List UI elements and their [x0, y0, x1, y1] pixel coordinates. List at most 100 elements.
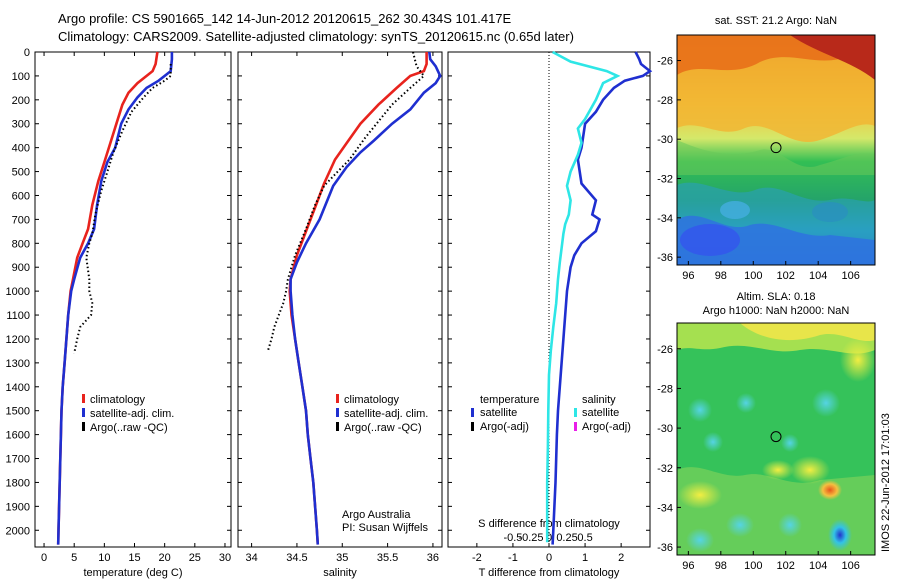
y-tick-label: 700 [12, 214, 30, 226]
map-y-tick-label: -26 [657, 344, 673, 356]
map-x-tick-label: 102 [777, 270, 795, 282]
map-y-tick-label: -36 [657, 252, 673, 264]
y-tick-label: 200 [12, 95, 30, 107]
panel-frame [237, 51, 443, 548]
profile-panels: 0100200300400500600700800900100011001200… [6, 47, 653, 579]
top-x-tick-label: 0.25 [556, 532, 577, 544]
legend-swatch [574, 408, 577, 417]
map-x-tick-label: 96 [682, 270, 694, 282]
y-tick-label: 1300 [6, 358, 30, 370]
legend-entry: Argo(-adj) [582, 421, 631, 433]
map-x-tick-label: 104 [809, 560, 827, 572]
legend-entry: Argo(..raw -QC) [90, 422, 168, 434]
map-axes: 96 98 100 102 104 106 -26 -28 -30 -32 -34 -36 96 98 10… [657, 56, 860, 572]
legend-entry: satellite-adj. clim. [344, 408, 428, 420]
sla-map-frame [676, 322, 876, 556]
header-line1: Argo profile: CS 5901665_142 14-Jun-2012… [58, 11, 512, 26]
x-tick-label: 35 [336, 552, 348, 564]
y-tick-label: 1500 [6, 406, 30, 418]
map-y-tick-label: -30 [657, 134, 673, 146]
x-axis-label: salinity [323, 567, 357, 579]
y-tick-label: 400 [12, 143, 30, 155]
map-x-tick-label: 98 [715, 270, 727, 282]
y-tick-label: 1600 [6, 430, 30, 442]
map-x-tick-label: 98 [715, 560, 727, 572]
map-x-tick-label: 106 [841, 270, 859, 282]
x-tick-label: 15 [128, 552, 140, 564]
legend-entry: satellite [582, 407, 619, 419]
map-x-tick-label: 96 [682, 560, 694, 572]
map-x-tick-label: 100 [744, 560, 762, 572]
map-y-tick-label: -30 [657, 423, 673, 435]
x-axis-label: T difference from climatology [479, 567, 620, 579]
x-tick-label: 30 [219, 552, 231, 564]
legend-swatch [336, 394, 339, 403]
legend-entry: Argo(-adj) [480, 421, 529, 433]
y-tick-label: 300 [12, 119, 30, 131]
top-axis-label: S difference from climatology [478, 518, 620, 530]
x-tick-label: 25 [189, 552, 201, 564]
profile-panel-1: 0100200300400500600700800900100011001200… [6, 47, 232, 579]
series-satellite-adj-clim- [56, 52, 174, 545]
map-y-tick-label: -32 [657, 174, 673, 186]
panel-annotation: Argo Australia [342, 509, 411, 521]
y-tick-label: 500 [12, 167, 30, 179]
legend-heading: temperature [480, 394, 539, 406]
map-y-tick-label: -34 [657, 502, 673, 514]
y-tick-label: 900 [12, 262, 30, 274]
panel-frame [447, 51, 651, 548]
header-line2: Climatology: CARS2009. Satellite-adjuste… [58, 29, 574, 44]
y-tick-label: 1700 [6, 454, 30, 466]
map-y-tick-label: -28 [657, 383, 673, 395]
x-tick-label: 2 [618, 552, 624, 564]
x-tick-label: 10 [98, 552, 110, 564]
series-argo-raw-qc- [266, 51, 426, 352]
top-x-tick-label: -0.5 [503, 532, 522, 544]
x-tick-label: 36 [427, 552, 439, 564]
legend-swatch [471, 408, 474, 417]
map-x-tick-label: 104 [809, 270, 827, 282]
sla-map-title-line2: Argo h1000: NaN h2000: NaN [702, 305, 850, 317]
x-tick-label: -1 [508, 552, 518, 564]
legend-swatch [82, 394, 85, 403]
y-tick-label: 1100 [6, 310, 30, 322]
argo-position-marker [770, 142, 782, 154]
y-tick-label: 800 [12, 238, 30, 250]
y-tick-label: 1800 [6, 477, 30, 489]
legend-entry: climatology [344, 394, 400, 406]
panel-annotation: PI: Susan Wijffels [342, 522, 428, 534]
map-y-tick-label: -26 [657, 56, 673, 68]
legend-swatch [471, 422, 474, 431]
argo-position-marker [770, 431, 782, 443]
sst-map-frame [676, 34, 876, 266]
x-tick-label: 1 [582, 552, 588, 564]
top-x-tick-label: -0.25 [518, 532, 543, 544]
imos-timestamp: IMOS 22-Jun-2012 17:01:03 [880, 413, 892, 552]
x-tick-label: 20 [159, 552, 171, 564]
map-y-tick-label: -34 [657, 213, 673, 225]
legend-entry: satellite-adj. clim. [90, 408, 174, 420]
x-tick-label: -2 [472, 552, 482, 564]
sst-map-title: sat. SST: 21.2 Argo: NaN [714, 15, 838, 27]
sla-map [677, 323, 875, 555]
y-tick-label: 1200 [6, 334, 30, 346]
map-y-tick-label: -28 [657, 95, 673, 107]
x-axis-label: temperature (deg C) [83, 567, 182, 579]
y-tick-label: 1400 [6, 382, 30, 394]
y-tick-label: 600 [12, 190, 30, 202]
x-tick-label: 34 [245, 552, 257, 564]
y-tick-label: 100 [12, 71, 30, 83]
legend-entry: satellite [480, 407, 517, 419]
x-tick-label: 34.5 [286, 552, 307, 564]
map-x-tick-label: 106 [841, 560, 859, 572]
sst-map [677, 35, 875, 265]
panel-frame [34, 51, 232, 548]
legend-swatch [336, 408, 339, 417]
map-x-tick-label: 100 [744, 270, 762, 282]
sla-map-title-line1: Altim. SLA: 0.18 [736, 291, 816, 303]
series-argo-raw-qc- [73, 64, 172, 354]
legend-swatch [82, 408, 85, 417]
x-tick-label: 5 [71, 552, 77, 564]
legend-swatch [82, 422, 85, 431]
top-x-tick-label: 0.5 [577, 532, 592, 544]
